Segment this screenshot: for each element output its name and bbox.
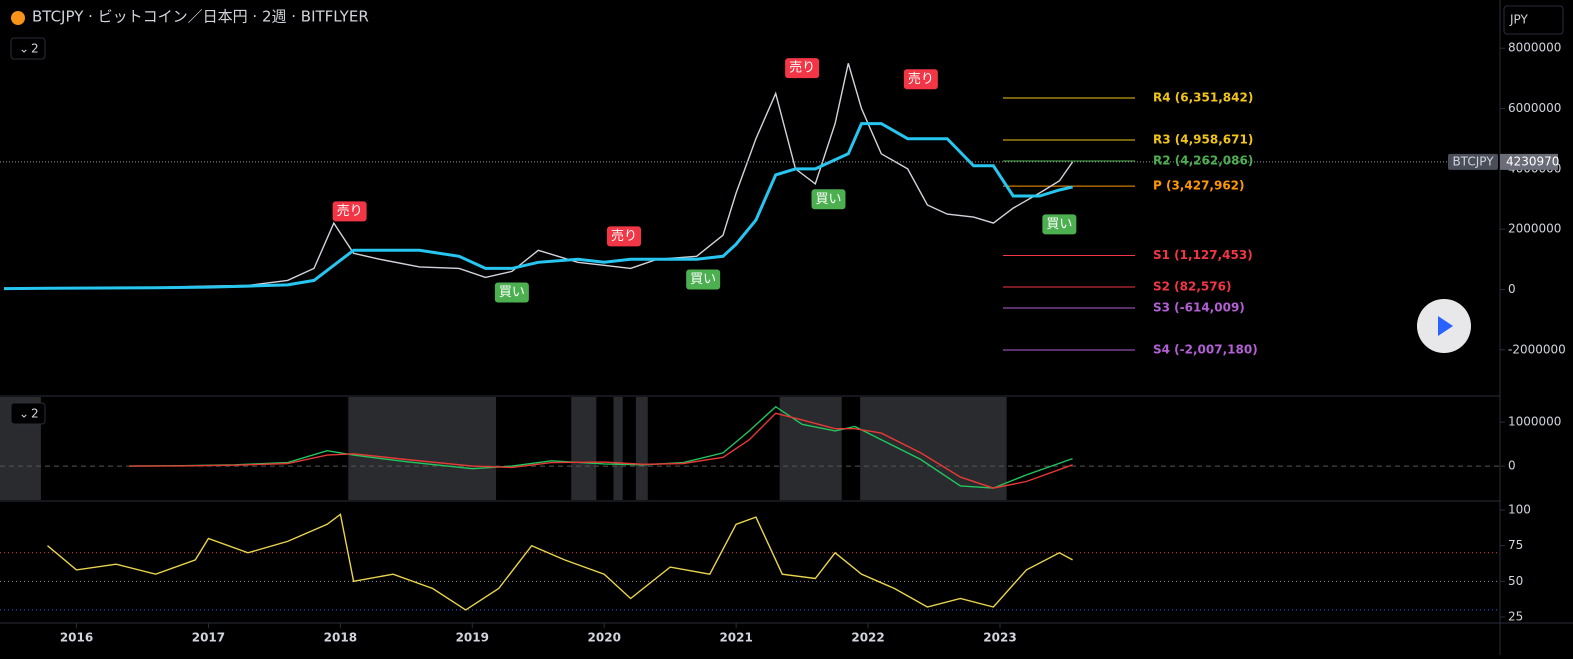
collapse-count[interactable]: 2 — [31, 407, 39, 421]
pivot-label: S1 (1,127,453) — [1153, 248, 1253, 262]
plot-layer — [0, 63, 1500, 611]
y-tick-label: 50 — [1508, 574, 1523, 588]
y-tick-label: 100 — [1508, 502, 1531, 516]
collapse-chevron[interactable]: ⌄ — [19, 407, 29, 421]
signal-marker — [686, 269, 721, 290]
shaded-region — [860, 397, 1007, 500]
signal-label: 買い — [690, 272, 716, 287]
signal-marker — [332, 201, 367, 222]
chart-title: BTCJPY · ビットコイン／日本円 · 2週 · BITFLYER — [32, 8, 369, 26]
pivot-label: S4 (-2,007,180) — [1153, 342, 1258, 356]
price-tag — [1500, 153, 1558, 170]
x-tick-label: 2022 — [851, 631, 884, 645]
y-tick-label: 8000000 — [1508, 41, 1561, 55]
play-icon[interactable] — [1438, 316, 1453, 336]
x-tick-label: 2017 — [192, 631, 225, 645]
symbol-tag-label: BTCJPY — [1452, 154, 1494, 168]
pivot-label: R4 (6,351,842) — [1153, 90, 1253, 104]
x-tick-label: 2023 — [983, 631, 1016, 645]
signal-marker — [1042, 214, 1077, 235]
pivot-label: R2 (4,262,086) — [1153, 153, 1253, 167]
pivot-label: S3 (-614,009) — [1153, 300, 1245, 314]
y-tick-label: -2000000 — [1508, 342, 1566, 356]
price-tag-label: 4230970 — [1506, 154, 1559, 168]
y-tick-label: 75 — [1508, 538, 1523, 552]
signal-marker — [903, 69, 938, 90]
currency-label[interactable]: JPY — [1509, 13, 1529, 27]
y-tick-label: 2000000 — [1508, 222, 1561, 236]
currency-button[interactable] — [1503, 5, 1564, 35]
series-line — [3, 122, 1073, 291]
signal-label: 売り — [908, 71, 934, 87]
shaded-region — [635, 397, 648, 500]
series-line — [47, 513, 1073, 611]
signal-label: 買い — [815, 192, 841, 207]
signal-marker — [785, 58, 820, 79]
y-tick-label: 0 — [1508, 282, 1516, 296]
symbol-icon — [11, 11, 25, 25]
y-tick-label: 6000000 — [1508, 101, 1561, 115]
collapse-count[interactable]: 2 — [31, 42, 39, 56]
shaded-region — [779, 397, 842, 500]
shaded-region — [571, 397, 597, 500]
pivot-label: S2 (82,576) — [1153, 279, 1231, 293]
collapse-button[interactable] — [10, 37, 46, 60]
collapse-button[interactable] — [10, 402, 46, 425]
pivot-label: R3 (4,958,671) — [1153, 132, 1253, 146]
signal-label: 買い — [499, 285, 525, 300]
signal-marker — [607, 226, 642, 247]
y-tick-label: 0 — [1508, 459, 1516, 473]
pivot-label: P (3,427,962) — [1153, 179, 1245, 193]
y-tick-label: 25 — [1508, 610, 1523, 624]
shaded-region — [613, 397, 623, 500]
signal-label: 買い — [1046, 217, 1072, 232]
signal-label: 売り — [337, 203, 363, 219]
signal-marker — [811, 189, 846, 210]
shaded-region — [348, 397, 497, 500]
series-line — [129, 405, 1073, 489]
signal-marker — [494, 282, 529, 303]
signal-label: 売り — [789, 60, 815, 76]
signal-label: 売り — [611, 228, 637, 244]
x-tick-label: 2016 — [60, 631, 93, 645]
x-tick-label: 2020 — [588, 631, 621, 645]
collapse-chevron[interactable]: ⌄ — [19, 42, 29, 56]
symbol-tag — [1448, 153, 1498, 170]
x-tick-label: 2019 — [456, 631, 489, 645]
x-tick-label: 2018 — [324, 631, 357, 645]
x-tick-label: 2021 — [719, 631, 752, 645]
y-tick-label: 1000000 — [1508, 415, 1561, 429]
series-line — [129, 412, 1073, 489]
